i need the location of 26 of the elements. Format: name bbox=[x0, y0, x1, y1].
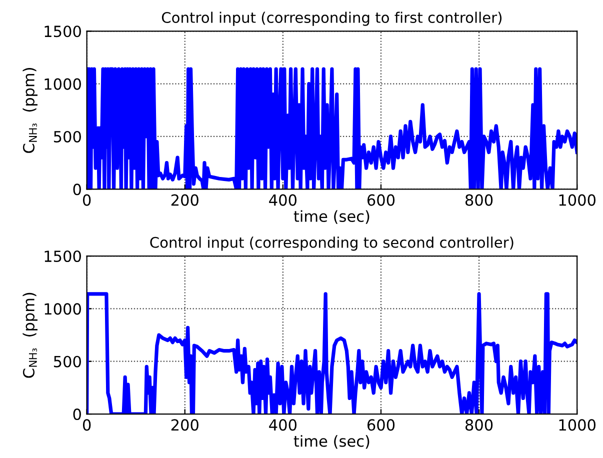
x-tick-label: 600 bbox=[367, 194, 395, 206]
x-tick-label: 800 bbox=[465, 419, 493, 431]
x-tick-label: 0 bbox=[82, 419, 91, 431]
y-tick-label: 500 bbox=[54, 356, 81, 368]
y-tick-label: 1000 bbox=[44, 78, 81, 90]
x-tick-label: 0 bbox=[82, 194, 91, 206]
y-tick-label: 0 bbox=[73, 408, 81, 420]
x-tick-label: 1000 bbox=[559, 419, 596, 431]
chart-title: Control input (corresponding to second controller) bbox=[150, 236, 514, 251]
x-tick-label: 800 bbox=[465, 194, 493, 206]
y-axis-title: C$_{NH₃}$ (ppm) bbox=[22, 292, 38, 378]
x-axis-title: time (sec) bbox=[294, 435, 370, 449]
x-tick-label: 200 bbox=[171, 194, 198, 206]
x-axis-title: time (sec) bbox=[294, 210, 370, 224]
x-tick-label: 600 bbox=[367, 419, 395, 431]
x-tick-label: 400 bbox=[269, 194, 296, 206]
x-tick-label: 200 bbox=[171, 419, 198, 431]
y-tick-label: 1500 bbox=[44, 26, 81, 38]
x-tick-label: 400 bbox=[269, 419, 296, 431]
y-tick-label: 0 bbox=[73, 184, 81, 196]
y-axis-title: C$_{NH₃}$ (ppm) bbox=[22, 68, 38, 153]
chart-title: Control input (corresponding to first controller) bbox=[162, 12, 502, 26]
y-tick-label: 1500 bbox=[44, 250, 81, 262]
x-tick-label: 1000 bbox=[559, 194, 596, 206]
y-tick-label: 1000 bbox=[44, 303, 81, 315]
y-tick-label: 500 bbox=[54, 130, 81, 143]
